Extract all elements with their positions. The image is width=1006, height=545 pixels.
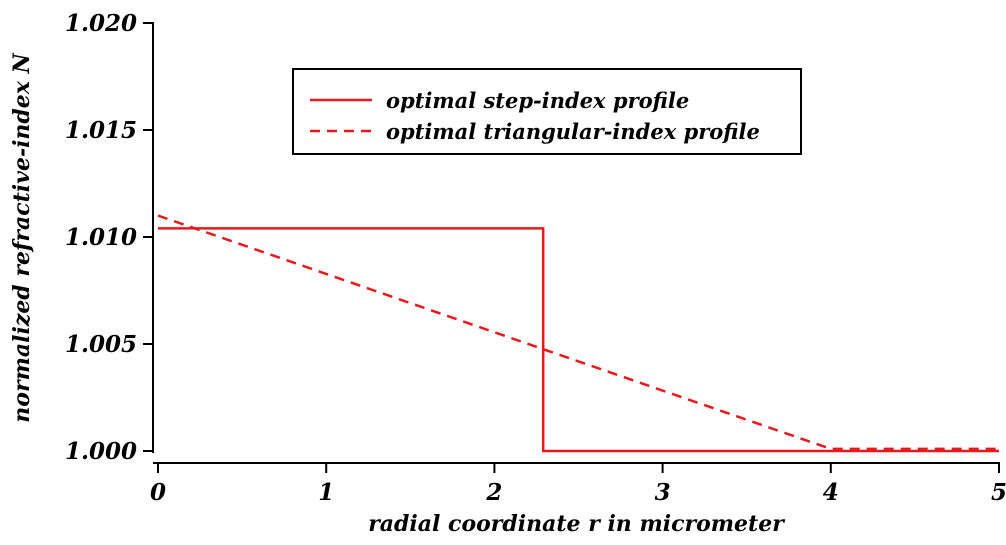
y-axis-title: normalized refractive-index N: [9, 52, 35, 422]
x-tick-label: 0: [150, 479, 166, 506]
y-tick-label: 1.005: [65, 331, 137, 358]
x-tick-label: 4: [823, 479, 839, 506]
y-tick-label: 1.020: [65, 10, 137, 37]
y-tick-label: 1.015: [65, 117, 137, 144]
series-line-step-index: [158, 227, 999, 453]
legend-box: [292, 68, 802, 155]
y-ticks: 1.000 1.005 1.010 1.015 1.020: [65, 10, 153, 465]
legend-label-triangular: optimal triangular-index profile: [386, 119, 760, 144]
x-tick-label: 1: [318, 479, 334, 506]
x-axis-title: radial coordinate r in micrometer: [368, 511, 785, 537]
series-line-triangular-index: [157, 214, 999, 451]
x-tick-label: 2: [485, 479, 502, 506]
legend: optimal step-index profile optimal trian…: [292, 68, 802, 155]
x-ticks: 0 1 2 3 4 5: [150, 463, 1006, 506]
x-tick-label: 3: [655, 479, 671, 506]
y-tick-label: 1.010: [65, 224, 137, 251]
legend-label-step: optimal step-index profile: [386, 88, 689, 113]
y-tick-label: 1.000: [65, 438, 137, 465]
series: [157, 214, 999, 453]
x-tick-label: 5: [991, 479, 1006, 506]
